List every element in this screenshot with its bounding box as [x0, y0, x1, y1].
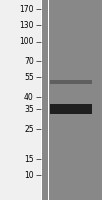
Text: 35: 35 [24, 104, 34, 114]
Text: 55: 55 [24, 72, 34, 82]
Bar [50, 80, 92, 84]
Text: 10: 10 [24, 170, 34, 180]
Bar [50, 104, 92, 114]
Text: 25: 25 [24, 124, 34, 134]
Bar [48, 0, 49, 200]
Bar [0, 0, 41, 200]
Text: 15: 15 [24, 154, 34, 164]
Text: 70: 70 [24, 56, 34, 66]
Text: 100: 100 [19, 38, 34, 46]
Text: 130: 130 [19, 21, 34, 29]
Bar [41, 0, 102, 200]
Text: 40: 40 [24, 92, 34, 102]
Bar [41, 0, 42, 200]
Text: 170: 170 [19, 4, 34, 14]
